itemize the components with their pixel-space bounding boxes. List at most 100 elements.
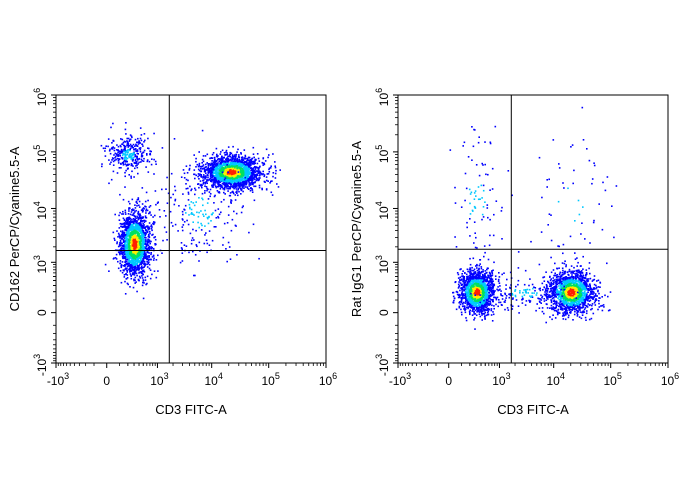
event-dot xyxy=(108,182,110,185)
event-dot xyxy=(141,143,144,146)
event-dot xyxy=(137,159,139,161)
event-dot xyxy=(211,180,213,183)
event-dot xyxy=(202,179,205,181)
event-dot xyxy=(225,167,228,169)
event-dot xyxy=(243,164,246,166)
event-dot xyxy=(244,156,247,158)
event-dot xyxy=(217,180,219,183)
event-dot xyxy=(190,212,193,214)
event-dot xyxy=(501,304,503,306)
event-dot xyxy=(230,177,233,179)
event-dot xyxy=(204,155,207,157)
event-dot xyxy=(119,250,122,253)
event-dot xyxy=(137,143,140,145)
event-dot xyxy=(139,230,142,232)
event-dot xyxy=(117,232,120,235)
event-dot xyxy=(104,263,107,266)
event-dot xyxy=(135,209,137,212)
event-dot xyxy=(231,176,234,179)
event-dot xyxy=(131,252,133,255)
event-dot xyxy=(154,190,157,192)
event-dot xyxy=(123,150,125,153)
event-dot xyxy=(154,214,156,217)
event-dot xyxy=(464,308,467,310)
event-dot xyxy=(133,212,135,214)
event-dot xyxy=(213,179,216,182)
event-dot xyxy=(170,221,173,224)
event-dot xyxy=(186,219,188,222)
event-dot xyxy=(181,218,184,220)
event-dot xyxy=(131,227,134,229)
event-dot xyxy=(226,173,229,175)
event-dot xyxy=(137,141,139,144)
event-dot xyxy=(124,149,127,152)
event-dot xyxy=(145,166,147,168)
event-dot xyxy=(142,245,144,247)
event-dot xyxy=(145,244,148,247)
event-dot xyxy=(493,307,495,310)
event-dot xyxy=(233,175,236,178)
event-dot xyxy=(125,258,128,261)
event-dot xyxy=(197,183,200,185)
event-dot xyxy=(142,251,145,253)
event-dot xyxy=(119,193,121,196)
event-dot xyxy=(223,156,225,159)
event-dot xyxy=(484,273,486,275)
event-dot xyxy=(489,298,491,300)
event-dot xyxy=(141,275,143,277)
event-dot xyxy=(232,192,235,195)
event-dot xyxy=(122,234,124,237)
event-dot xyxy=(249,177,251,180)
event-dot xyxy=(144,205,146,208)
event-dot xyxy=(217,165,219,168)
event-dot xyxy=(220,159,222,162)
event-dot xyxy=(181,210,184,213)
event-dot xyxy=(185,245,188,247)
event-dot xyxy=(139,214,141,217)
event-dot xyxy=(153,236,155,239)
event-dot xyxy=(209,176,212,178)
event-dot xyxy=(254,162,256,165)
event-dot xyxy=(219,188,222,190)
event-dot xyxy=(204,176,206,179)
event-dot xyxy=(209,188,212,191)
event-dot xyxy=(227,190,229,192)
event-dot xyxy=(109,148,111,151)
event-dot xyxy=(206,216,209,219)
event-dot xyxy=(202,183,205,185)
event-dot xyxy=(491,299,494,301)
event-dot xyxy=(151,246,153,249)
event-dot xyxy=(219,167,221,169)
event-dot xyxy=(111,146,113,149)
event-dot xyxy=(217,162,219,164)
event-dot xyxy=(118,243,121,246)
event-dot xyxy=(127,223,130,225)
event-dot xyxy=(260,173,263,175)
event-dot xyxy=(129,153,131,156)
event-dot xyxy=(130,238,133,241)
event-dot xyxy=(218,168,221,170)
event-dot xyxy=(206,251,208,254)
event-dot xyxy=(132,248,135,250)
event-dot xyxy=(145,210,147,212)
event-dot xyxy=(134,204,136,206)
event-dot xyxy=(128,258,130,260)
event-dot xyxy=(122,217,125,220)
event-dot xyxy=(468,275,471,277)
event-dot xyxy=(129,248,131,251)
event-dot xyxy=(120,148,123,151)
event-dot xyxy=(228,164,231,166)
event-dot xyxy=(193,214,195,216)
event-dot xyxy=(481,304,483,306)
event-dot xyxy=(129,147,132,150)
event-dot xyxy=(122,252,125,254)
event-dot xyxy=(460,287,462,290)
event-dot xyxy=(137,226,139,229)
event-dot xyxy=(143,157,145,160)
event-dot xyxy=(110,178,113,181)
event-dot xyxy=(237,184,240,187)
event-dot xyxy=(146,153,148,155)
event-dot xyxy=(181,229,184,232)
event-dot xyxy=(252,146,255,149)
event-dot xyxy=(203,167,205,169)
